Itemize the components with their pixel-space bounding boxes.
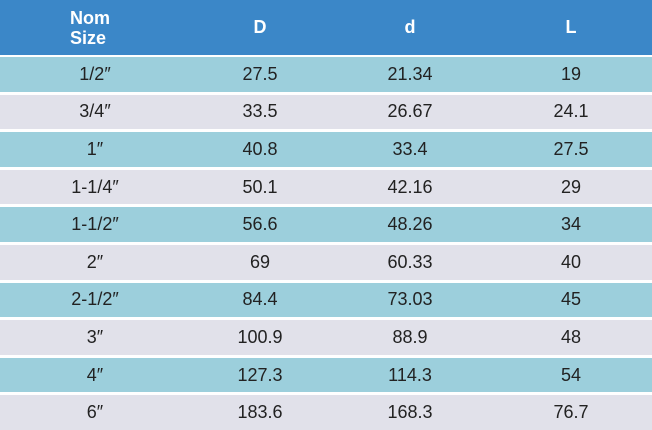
table-cell: 56.6 [190,205,330,245]
table-cell: 88.9 [330,318,490,358]
header-cell: L [490,0,652,57]
table-cell: 33.4 [330,130,490,170]
table-cell: 42.16 [330,168,490,208]
table-cell: 6″ [0,393,190,430]
table-cell: 3/4″ [0,93,190,133]
table-row: 3/4″ 33.5 26.67 24.1 [0,93,652,133]
table-cell: 2″ [0,243,190,283]
table-cell: 40.8 [190,130,330,170]
table-row: 2-1/2″ 84.4 73.03 45 [0,281,652,321]
table-cell: 60.33 [330,243,490,283]
table-cell: 27.5 [490,130,652,170]
table-cell: 84.4 [190,281,330,321]
table-cell: 1″ [0,130,190,170]
header-cell: d [330,0,490,57]
table-cell: 183.6 [190,393,330,430]
table-cell: 50.1 [190,168,330,208]
table-row: 1″ 40.8 33.4 27.5 [0,130,652,170]
table-cell: 34 [490,205,652,245]
table-cell: 100.9 [190,318,330,358]
table-row: 6″ 183.6 168.3 76.7 [0,393,652,430]
table-cell: 21.34 [330,56,490,95]
table-cell: 4″ [0,356,190,396]
table-cell: 114.3 [330,356,490,396]
table-cell: 73.03 [330,281,490,321]
table-cell: 48 [490,318,652,358]
table-cell: 26.67 [330,93,490,133]
header-cell: Nom Size [0,0,190,57]
table-cell: 24.1 [490,93,652,133]
table-cell: 19 [490,56,652,95]
table-cell: 29 [490,168,652,208]
table-cell: 2-1/2″ [0,281,190,321]
table-row: 1-1/2″ 56.6 48.26 34 [0,205,652,245]
table-row: 4″ 127.3 114.3 54 [0,356,652,396]
table-cell: 1-1/4″ [0,168,190,208]
table-cell: 54 [490,356,652,396]
table-cell: 168.3 [330,393,490,430]
table-cell: 3″ [0,318,190,358]
table-cell: 45 [490,281,652,321]
table-cell: 69 [190,243,330,283]
table-cell: 1/2″ [0,56,190,95]
header-cell: D [190,0,330,57]
table-row: 2″ 69 60.33 40 [0,243,652,283]
table-row: 1-1/4″ 50.1 42.16 29 [0,168,652,208]
table-cell: 48.26 [330,205,490,245]
table-row: 3″ 100.9 88.9 48 [0,318,652,358]
table-cell: 33.5 [190,93,330,133]
table-cell: 1-1/2″ [0,205,190,245]
table-cell: 127.3 [190,356,330,396]
table-body: 1/2″ 27.5 21.34 19 3/4″ 33.5 26.67 24.1 1″ 40.8 33… [0,56,652,430]
table-cell: 40 [490,243,652,283]
table-cell: 76.7 [490,393,652,430]
table-cell: 27.5 [190,56,330,95]
table-row: 1/2″ 27.5 21.34 19 [0,56,652,95]
